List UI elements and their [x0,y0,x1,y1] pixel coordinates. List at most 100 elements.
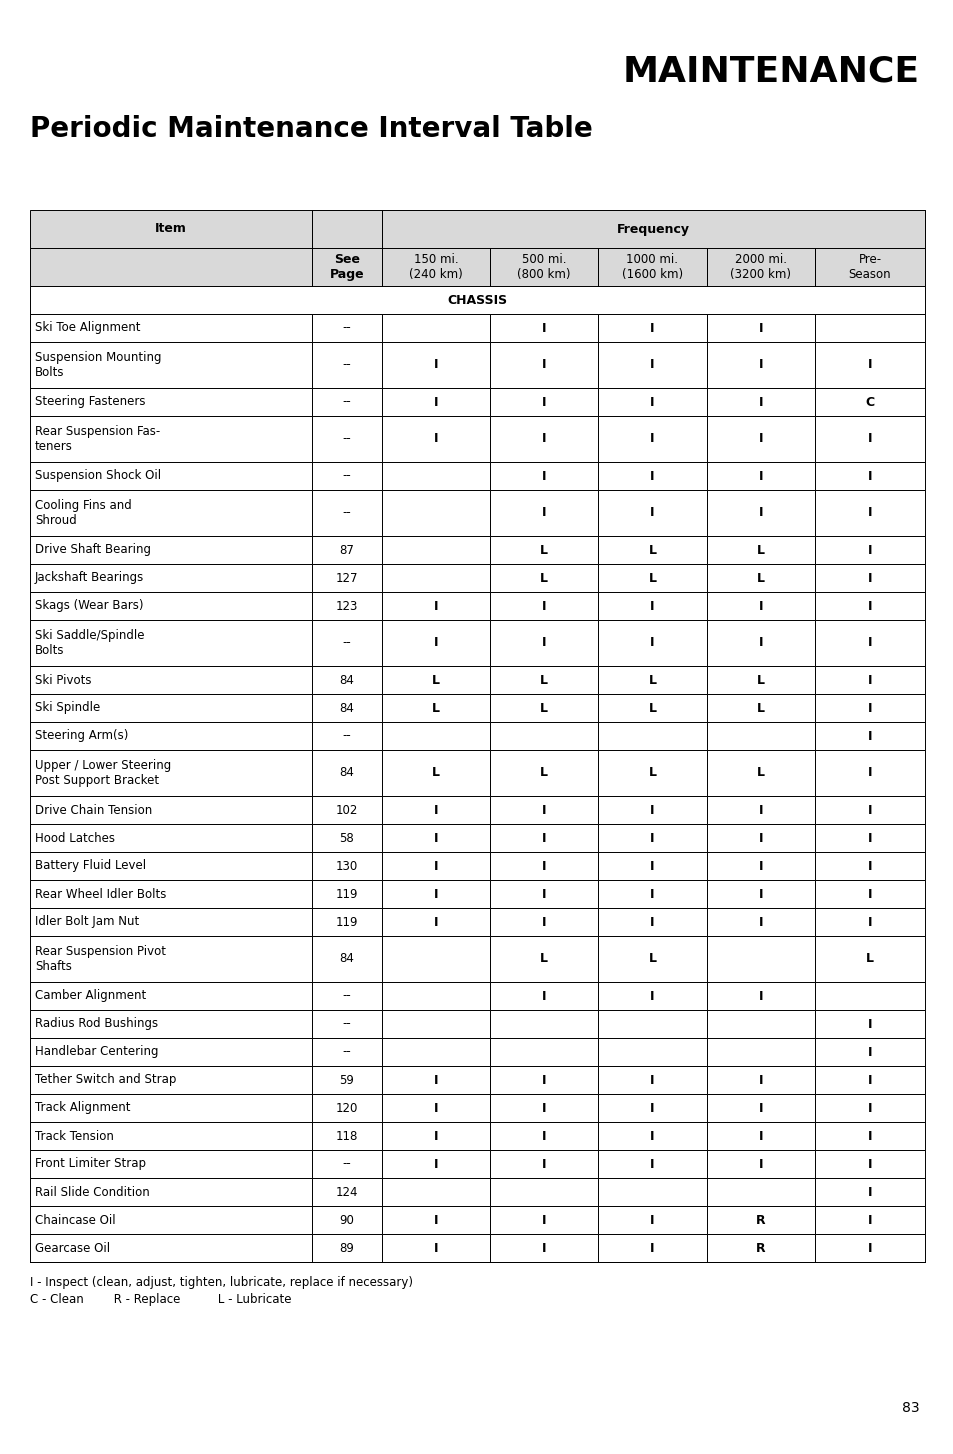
Bar [30,880,312,907]
Bar [814,342,924,388]
Text: L: L [648,952,656,965]
Text: Rear Suspension Fas-
teners: Rear Suspension Fas- teners [35,425,160,452]
Text: I: I [758,432,762,445]
Text: 1000 mi.
(1600 km): 1000 mi. (1600 km) [621,253,682,281]
Text: I: I [434,1130,437,1143]
Text: I - Inspect (clean, adjust, tighten, lubricate, replace if necessary): I - Inspect (clean, adjust, tighten, lub… [30,1277,413,1290]
Bar [814,795,924,824]
Text: I: I [867,832,871,845]
Bar [30,462,312,490]
Bar [30,723,312,750]
Text: C - Clean        R - Replace          L - Lubricate: C - Clean R - Replace L - Lubricate [30,1293,292,1306]
Bar [706,1066,814,1093]
Bar [598,537,706,564]
Text: 90: 90 [339,1214,354,1227]
Bar [598,1122,706,1150]
Text: I: I [758,1073,762,1086]
Text: Idler Bolt Jam Nut: Idler Bolt Jam Nut [35,916,139,929]
Text: Drive Shaft Bearing: Drive Shaft Bearing [35,544,151,557]
Text: 119: 119 [335,887,357,900]
Bar [706,694,814,723]
Text: I: I [434,359,437,372]
Bar [381,249,490,286]
Bar [312,880,381,907]
Bar [30,564,312,592]
Bar [490,1234,598,1262]
Bar [598,388,706,416]
Text: L: L [648,544,656,557]
Text: Upper / Lower Steering
Post Support Bracket: Upper / Lower Steering Post Support Brac… [35,759,172,787]
Bar [30,694,312,723]
Text: I: I [434,1214,437,1227]
Text: L: L [648,571,656,585]
Bar [381,795,490,824]
Bar [30,1150,312,1178]
Bar [814,1093,924,1122]
Text: I: I [541,804,546,817]
Bar [598,249,706,286]
Text: I: I [434,637,437,650]
Bar [598,462,706,490]
Bar [598,666,706,694]
Text: I: I [541,395,546,409]
Bar [814,1178,924,1205]
Text: I: I [650,395,654,409]
Text: Rear Suspension Pivot
Shafts: Rear Suspension Pivot Shafts [35,945,166,973]
Bar [312,1122,381,1150]
Text: I: I [650,859,654,872]
Text: L: L [539,544,548,557]
Text: I: I [867,1073,871,1086]
Bar [30,1038,312,1066]
Text: I: I [867,506,871,519]
Text: Suspension Shock Oil: Suspension Shock Oil [35,470,161,483]
Text: 59: 59 [339,1073,354,1086]
Text: I: I [758,832,762,845]
Text: I: I [541,599,546,612]
Text: Ski Spindle: Ski Spindle [35,701,100,714]
Bar [381,1178,490,1205]
Text: I: I [541,506,546,519]
Text: Periodic Maintenance Interval Table: Periodic Maintenance Interval Table [30,115,592,142]
Bar [381,209,924,249]
Bar [706,1178,814,1205]
Bar [30,490,312,537]
Bar [312,592,381,619]
Text: I: I [758,637,762,650]
Text: I: I [541,990,546,1002]
Text: I: I [434,1157,437,1170]
Text: R: R [755,1242,764,1255]
Bar [381,314,490,342]
Bar [814,314,924,342]
Text: Rail Slide Condition: Rail Slide Condition [35,1185,150,1198]
Bar [706,880,814,907]
Text: I: I [758,1102,762,1115]
Text: I: I [758,859,762,872]
Bar [381,880,490,907]
Text: MAINTENANCE: MAINTENANCE [622,55,919,89]
Bar [312,1038,381,1066]
Text: I: I [434,395,437,409]
Bar [598,1178,706,1205]
Bar [30,1066,312,1093]
Text: I: I [650,321,654,334]
Bar [381,824,490,852]
Bar [30,907,312,936]
Text: I: I [867,730,871,743]
Bar [706,750,814,795]
Bar [30,314,312,342]
Bar [381,750,490,795]
Bar [381,564,490,592]
Text: --: -- [342,1157,351,1170]
Text: I: I [541,1073,546,1086]
Text: 123: 123 [335,599,357,612]
Bar [706,907,814,936]
Bar [30,619,312,666]
Text: 500 mi.
(800 km): 500 mi. (800 km) [517,253,570,281]
Bar [814,880,924,907]
Text: --: -- [342,730,351,743]
Text: I: I [650,1102,654,1115]
Text: Tether Switch and Strap: Tether Switch and Strap [35,1073,176,1086]
Text: I: I [541,916,546,929]
Bar [814,490,924,537]
Text: I: I [541,1130,546,1143]
